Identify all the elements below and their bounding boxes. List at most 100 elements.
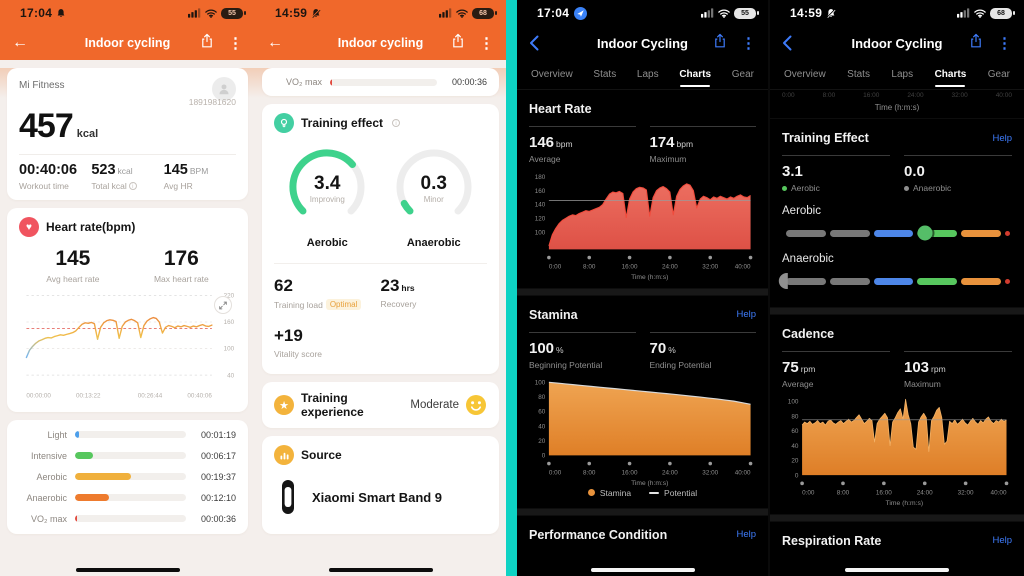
wifi-icon	[974, 9, 986, 18]
share-button[interactable]	[451, 33, 465, 53]
share-button[interactable]	[713, 33, 727, 53]
menu-button[interactable]: ⋮	[479, 34, 494, 52]
info-icon[interactable]: i	[128, 182, 137, 190]
back-button[interactable]	[529, 35, 539, 51]
svg-text:60: 60	[538, 408, 546, 415]
home-indicator	[590, 568, 695, 572]
heart-rate-section: Heart Rate 146 bpm Average 174 bpm Maximum…	[517, 90, 768, 288]
zone-row-intensive: Intensive 00:06:17	[30, 450, 236, 461]
menu-button[interactable]: ⋮	[997, 34, 1012, 52]
tab-laps[interactable]: Laps	[636, 69, 659, 80]
notification-bell-icon	[56, 8, 66, 19]
divider	[19, 154, 236, 155]
svg-text:Time (h:m:s): Time (h:m:s)	[885, 500, 923, 507]
training-effect-title: Training effect	[301, 116, 384, 130]
svg-text:0:00: 0:00	[802, 489, 815, 496]
app-nav-bar: Indoor Cycling ⋮	[517, 26, 768, 60]
help-link[interactable]: Help	[992, 535, 1012, 547]
avatar[interactable]	[212, 77, 236, 101]
svg-text:100: 100	[535, 379, 546, 386]
stat-workout-time: 00:40:06 Workout time	[19, 162, 78, 191]
tab-stats[interactable]: Stats	[593, 69, 617, 80]
anaerobic-dot	[904, 185, 909, 191]
training-effect-section: Training Effect Help 3.1 Aerobic 0.0 Ana…	[770, 119, 1024, 307]
stamina-chart: 100 80 60 40 20 0 0:00 8:00 16:00 24:00 32:00 40:00…	[535, 379, 753, 487]
zepp-charts-screen-1: 17:04 55 Indoor Cycling ⋮ Overview Stats…	[517, 0, 768, 576]
svg-text:40:00: 40:00	[991, 489, 1007, 496]
chart-legend: Stamina Potential	[529, 488, 756, 498]
respiration-rate-section: Respiration Rate Help	[782, 533, 1012, 548]
tab-gear[interactable]: Gear	[987, 69, 1010, 80]
svg-text:00:26:44: 00:26:44	[138, 392, 163, 399]
home-indicator	[75, 568, 180, 572]
heart-rate-chart: 220 160 100 40 00:00:00 00:13:22 00:26:44 00:40…	[19, 288, 236, 403]
tab-overview[interactable]: Overview	[531, 69, 573, 80]
tab-charts[interactable]: Charts	[679, 61, 711, 88]
stamina-begin-stat: 100% Beginning Potential	[529, 331, 636, 370]
workout-summary-card: Mi Fitness 1891981620 457 kcal 00:40:06 W…	[7, 68, 248, 200]
heart-icon: ♥	[19, 217, 39, 237]
help-link[interactable]: Help	[992, 132, 1012, 144]
mi-fitness-details-screen: 14:59 68 ← Indoor cycling ⋮ VO₂ max 00:00…	[255, 0, 506, 576]
svg-text:20: 20	[538, 438, 546, 445]
status-bar: 14:59 68	[255, 0, 506, 26]
potential-legend-dash	[649, 491, 660, 494]
tab-gear[interactable]: Gear	[731, 69, 754, 80]
svg-text:00:00:00: 00:00:00	[26, 392, 51, 399]
svg-text:20: 20	[791, 458, 799, 465]
share-button[interactable]	[969, 33, 983, 53]
aerobic-bar-label: Aerobic	[782, 205, 821, 217]
svg-text:24:00: 24:00	[662, 263, 678, 270]
help-link[interactable]: Help	[736, 309, 756, 321]
training-experience-card[interactable]: ★ Training experience Moderate	[262, 382, 499, 428]
scroll-content: VO₂ max 00:00:36 Training effect i 3.4 Im…	[255, 68, 506, 556]
svg-text:40: 40	[538, 423, 546, 430]
svg-text:Time (h:m:s): Time (h:m:s)	[631, 480, 668, 487]
wifi-icon	[205, 9, 217, 18]
heart-rate-title: Heart rate(bpm)	[46, 220, 136, 234]
notification-muted-icon	[826, 8, 836, 19]
back-button[interactable]	[782, 35, 792, 51]
section-divider	[770, 513, 1024, 522]
menu-button[interactable]: ⋮	[741, 34, 756, 52]
aerobic-effect-bar	[786, 225, 1010, 241]
scrolled-chart-axis: 0:00 8:00 16:00 24:00 32:00 40:00 Time (h:m:s…	[770, 90, 1024, 119]
svg-text:40:00: 40:00	[735, 263, 751, 270]
back-button[interactable]: ←	[12, 34, 28, 51]
source-icon	[274, 445, 294, 465]
zepp-charts-screen-2: 14:59 68 Indoor Cycling ⋮ Overview Stats…	[768, 0, 1024, 576]
back-button[interactable]: ←	[267, 34, 283, 51]
svg-text:0: 0	[542, 452, 546, 459]
scroll-content: Mi Fitness 1891981620 457 kcal 00:40:06 W…	[0, 68, 255, 556]
tab-overview[interactable]: Overview	[784, 69, 826, 80]
tab-stats[interactable]: Stats	[847, 69, 870, 80]
svg-text:16:00: 16:00	[622, 263, 638, 270]
expand-chart-button[interactable]	[214, 296, 232, 314]
battery-indicator: 68	[472, 7, 497, 19]
svg-text:140: 140	[535, 202, 546, 209]
share-button[interactable]	[200, 33, 214, 53]
max-heart-rate: 176 Max heart rate	[153, 247, 209, 284]
app-name-label: Mi Fitness	[19, 80, 65, 91]
cadence-maximum-stat: 103 rpm Maximum	[904, 351, 1012, 389]
device-name: Xiaomi Smart Band 9	[312, 489, 443, 505]
tab-laps[interactable]: Laps	[891, 69, 914, 80]
source-device-row[interactable]: Xiaomi Smart Band 9	[274, 465, 487, 525]
svg-text:16:00: 16:00	[622, 469, 638, 476]
star-icon: ★	[274, 395, 294, 415]
section-divider	[770, 307, 1024, 315]
svg-text:8:00: 8:00	[583, 263, 596, 270]
training-effect-icon	[274, 113, 294, 133]
help-link[interactable]: Help	[736, 529, 756, 540]
battery-indicator: 55	[734, 7, 759, 19]
info-icon[interactable]: i	[392, 119, 401, 127]
menu-button[interactable]: ⋮	[228, 34, 243, 52]
svg-text:220: 220	[224, 293, 235, 300]
svg-text:32:00: 32:00	[702, 263, 718, 270]
zone-row-vo2max: VO₂ max 00:00:36	[31, 513, 236, 524]
svg-text:24:00: 24:00	[662, 469, 678, 476]
cadence-section: Cadence 75 rpm Average 103 rpm Maximum 100…	[770, 315, 1024, 514]
status-time: 17:04	[537, 6, 570, 20]
svg-text:32:00: 32:00	[702, 469, 718, 476]
tab-charts[interactable]: Charts	[935, 61, 967, 88]
